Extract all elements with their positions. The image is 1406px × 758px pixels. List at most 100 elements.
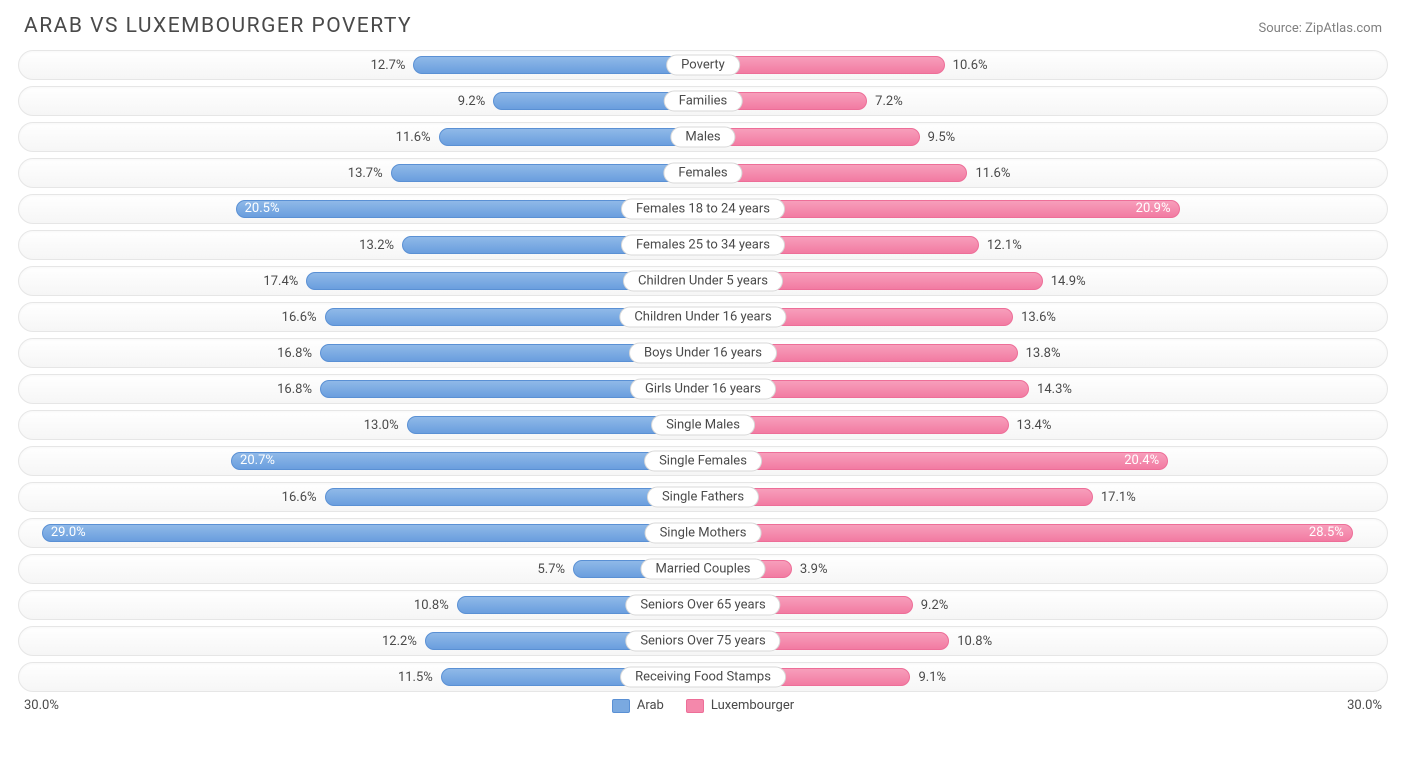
bar-half-right: 17.1% (703, 483, 1387, 511)
bar-half-right: 10.8% (703, 627, 1387, 655)
bar-right: 20.4% (703, 452, 1168, 470)
bar-half-left: 16.6% (19, 303, 703, 331)
value-label-left: 13.7% (348, 166, 383, 181)
value-label-left: 12.2% (382, 634, 417, 649)
value-label-right: 14.9% (1051, 274, 1086, 289)
chart-row: 12.2%10.8%Seniors Over 75 years (18, 626, 1388, 656)
chart-row: 13.7% 11.6% Females (18, 158, 1388, 188)
bar-half-right: 3.9% (703, 555, 1387, 583)
value-label-left: 16.8% (277, 346, 312, 361)
category-label: Females (663, 163, 742, 184)
value-label-right: 9.2% (921, 598, 949, 613)
bar-half-left: 20.7% (19, 447, 703, 475)
bar-half-right: 12.1% (703, 231, 1387, 259)
legend: Arab Luxembourger (612, 698, 794, 713)
category-label: Seniors Over 65 years (625, 595, 780, 616)
bar-left: 29.0% (42, 524, 703, 542)
bar-half-left: 13.7% (19, 159, 703, 187)
value-label-right: 12.1% (987, 238, 1022, 253)
value-label-right: 10.6% (953, 58, 988, 73)
category-label: Single Females (644, 451, 762, 472)
bar-half-left: 5.7% (19, 555, 703, 583)
legend-label-right: Luxembourger (711, 698, 794, 713)
legend-item-luxembourger: Luxembourger (686, 698, 794, 713)
legend-label-left: Arab (637, 698, 664, 713)
value-label-right: 13.4% (1017, 418, 1052, 433)
chart-header: ARAB VS LUXEMBOURGER POVERTY Source: Zip… (18, 14, 1388, 38)
value-label-right: 14.3% (1037, 382, 1072, 397)
value-label-left: 11.6% (396, 130, 431, 145)
chart-row: 20.7% 20.4% Single Females (18, 446, 1388, 476)
bar-half-right: 28.5% (703, 519, 1387, 547)
category-label: Children Under 5 years (623, 271, 783, 292)
chart-row: 29.0% 28.5%Single Mothers (18, 518, 1388, 548)
bar-left: 20.7% (231, 452, 703, 470)
bar-half-left: 12.7% (19, 51, 703, 79)
chart-row: 13.0%13.4%Single Males (18, 410, 1388, 440)
value-label-right: 13.8% (1026, 346, 1061, 361)
value-label-left: 16.6% (282, 490, 317, 505)
bar-left (391, 164, 703, 182)
value-label-right: 10.8% (957, 634, 992, 649)
category-label: Males (670, 127, 735, 148)
bar-half-right: 9.2% (703, 591, 1387, 619)
category-label: Children Under 16 years (619, 307, 786, 328)
bar-right: 28.5% (703, 524, 1353, 542)
value-label-right: 7.2% (875, 94, 903, 109)
bar-half-right: 20.9% (703, 195, 1387, 223)
bar-half-left: 17.4% (19, 267, 703, 295)
value-label-right: 20.4% (1124, 453, 1159, 468)
legend-item-arab: Arab (612, 698, 664, 713)
chart-row: 17.4% 14.9% Children Under 5 years (18, 266, 1388, 296)
chart-title: ARAB VS LUXEMBOURGER POVERTY (24, 14, 412, 38)
value-label-left: 20.7% (240, 453, 275, 468)
category-label: Single Fathers (647, 487, 759, 508)
category-label: Females 18 to 24 years (621, 199, 785, 220)
category-label: Boys Under 16 years (629, 343, 777, 364)
category-label: Girls Under 16 years (630, 379, 776, 400)
chart-row: 5.7% 3.9% Married Couples (18, 554, 1388, 584)
bar-half-right: 9.1% (703, 663, 1387, 691)
category-label: Receiving Food Stamps (620, 667, 786, 688)
value-label-left: 9.2% (458, 94, 486, 109)
value-label-left: 16.8% (277, 382, 312, 397)
bar-half-left: 16.8% (19, 339, 703, 367)
bar-half-left: 13.2% (19, 231, 703, 259)
bar-right (703, 128, 920, 146)
chart-footer: 30.0% Arab Luxembourger 30.0% (18, 698, 1388, 713)
chart-row: 20.5% 20.9% Females 18 to 24 years (18, 194, 1388, 224)
chart-source: Source: ZipAtlas.com (1258, 21, 1382, 36)
value-label-right: 11.6% (975, 166, 1010, 181)
bar-half-left: 10.8% (19, 591, 703, 619)
value-label-right: 17.1% (1101, 490, 1136, 505)
bar-right (703, 488, 1093, 506)
diverging-bar-chart: 12.7% 10.6% Poverty 9.2% 7.2% Families 11.6% 9.… (18, 50, 1388, 692)
bar-half-right: 10.6% (703, 51, 1387, 79)
chart-row: 16.6%13.6%Children Under 16 years (18, 302, 1388, 332)
category-label: Single Mothers (645, 523, 762, 544)
bar-half-right: 13.8% (703, 339, 1387, 367)
bar-half-right: 13.4% (703, 411, 1387, 439)
value-label-right: 9.5% (928, 130, 956, 145)
value-label-right: 20.9% (1136, 201, 1171, 216)
value-label-left: 29.0% (51, 525, 86, 540)
bar-left (413, 56, 703, 74)
category-label: Families (664, 91, 743, 112)
legend-swatch-blue (612, 699, 630, 713)
bar-half-left: 29.0% (19, 519, 703, 547)
bar-half-left: 20.5% (19, 195, 703, 223)
category-label: Females 25 to 34 years (621, 235, 785, 256)
value-label-left: 16.6% (282, 310, 317, 325)
bar-half-left: 12.2% (19, 627, 703, 655)
bar-half-right: 7.2% (703, 87, 1387, 115)
category-label: Married Couples (641, 559, 766, 580)
bar-half-left: 13.0% (19, 411, 703, 439)
value-label-right: 3.9% (800, 562, 828, 577)
category-label: Poverty (666, 55, 740, 76)
chart-row: 10.8% 9.2% Seniors Over 65 years (18, 590, 1388, 620)
value-label-left: 17.4% (263, 274, 298, 289)
value-label-left: 13.2% (359, 238, 394, 253)
bar-half-right: 14.9% (703, 267, 1387, 295)
value-label-left: 13.0% (364, 418, 399, 433)
bar-half-left: 16.6% (19, 483, 703, 511)
